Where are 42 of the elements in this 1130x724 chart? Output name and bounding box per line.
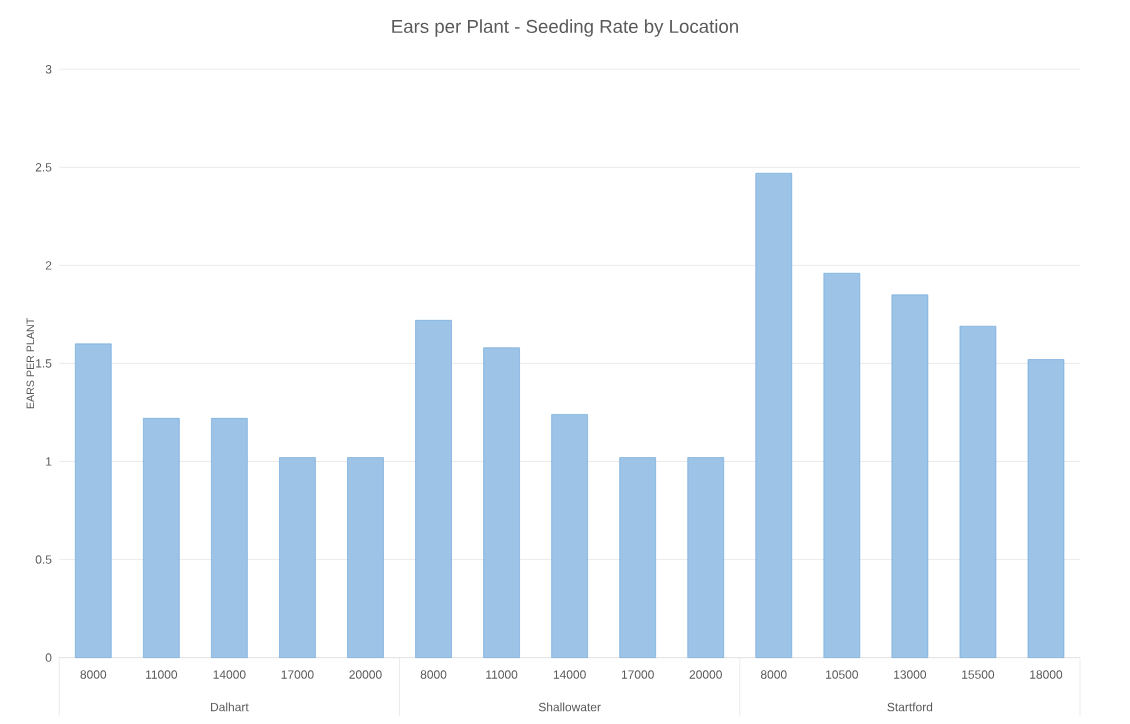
- y-tick-label: 1: [46, 457, 52, 466]
- y-tick-label: 2.5: [35, 163, 52, 172]
- x-tick-label: 20000: [349, 670, 382, 680]
- chart-title: Ears per Plant - Seeding Rate by Location: [392, 19, 738, 37]
- x-tick-label: 18000: [1030, 670, 1063, 680]
- y-tick-label: 3: [45, 65, 52, 74]
- bar: [891, 294, 929, 659]
- x-tick-label: 8000: [420, 670, 447, 680]
- bar: [619, 457, 656, 659]
- bar: [551, 414, 588, 659]
- bar: [823, 273, 861, 659]
- y-tick-label: 0: [45, 653, 52, 663]
- text: Dalhart: [211, 702, 249, 712]
- x-tick-label: 8000: [80, 670, 107, 680]
- bar: [959, 326, 997, 659]
- bar: [347, 457, 384, 659]
- x-tick-label: 11000: [486, 670, 518, 680]
- y-tick-label: 0.5: [35, 555, 52, 565]
- bar: [143, 418, 180, 659]
- y-tick-label: 1.5: [36, 359, 52, 368]
- y-axis-title: EARS PER PLANT: [26, 318, 35, 409]
- x-tick-label: 11000: [146, 670, 178, 680]
- bar: [687, 457, 724, 659]
- text: Shallowater: [538, 702, 601, 712]
- x-tick-label: 14000: [213, 670, 246, 680]
- x-tick-label: 17000: [621, 670, 654, 680]
- x-tick-label: 13000: [894, 670, 927, 680]
- x-tick-label: 10500: [826, 670, 859, 680]
- text: Startford: [887, 702, 933, 712]
- bar: [755, 173, 793, 659]
- x-tick-label: 8000: [760, 670, 787, 680]
- bar: [415, 320, 452, 659]
- bar: [279, 457, 316, 659]
- x-tick-label: 14000: [553, 670, 586, 680]
- x-tick-label: 17000: [281, 670, 314, 680]
- bar: [483, 347, 520, 659]
- bar: [75, 343, 112, 659]
- bar: [211, 418, 248, 659]
- x-tick-label: 15500: [962, 670, 995, 680]
- x-tick-label: 20000: [689, 670, 722, 680]
- y-tick-label: 2: [45, 261, 52, 270]
- bar: [1027, 359, 1065, 659]
